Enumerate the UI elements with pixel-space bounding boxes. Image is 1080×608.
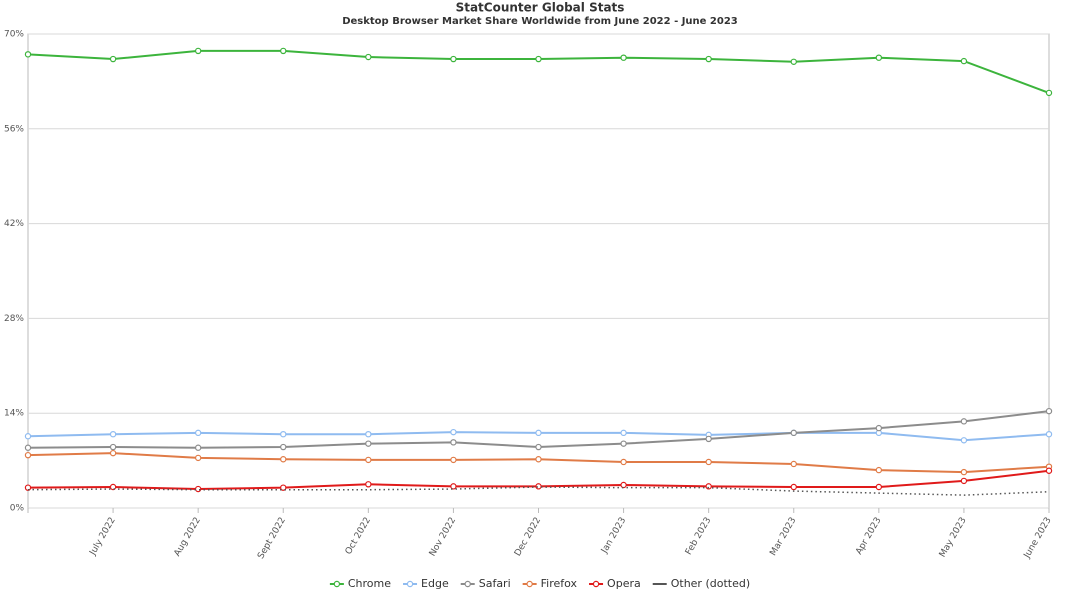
data-point — [1045, 430, 1053, 438]
data-point — [365, 53, 372, 61]
data-point — [280, 443, 287, 451]
data-point — [620, 458, 627, 466]
series-line — [27, 452, 1050, 474]
chart-title: StatCounter Global Stats — [456, 1, 625, 15]
x-tick-label: July 2022 — [88, 516, 118, 558]
data-point — [365, 430, 372, 438]
data-point — [194, 47, 202, 55]
data-point — [450, 483, 457, 490]
x-tick-label: June 2023 — [1022, 516, 1054, 561]
data-point — [109, 430, 117, 438]
x-tick-label: Aug 2022 — [173, 516, 203, 559]
data-point — [790, 460, 797, 468]
data-point — [875, 54, 883, 61]
legend-label: Firefox — [541, 577, 578, 590]
x-tick-label: Jan 2023 — [599, 516, 628, 556]
data-point — [790, 58, 797, 65]
data-point — [24, 51, 32, 58]
x-tick-label: Apr 2023 — [854, 516, 883, 557]
legend-item: Other (dotted) — [652, 577, 750, 590]
data-point — [790, 429, 797, 437]
data-point — [280, 47, 287, 55]
legend-label: Edge — [421, 577, 449, 590]
x-tick-label: Dec 2022 — [513, 516, 543, 558]
x-tick-label: May 2023 — [938, 516, 969, 559]
data-point — [960, 477, 968, 485]
y-tick-label: 42% — [4, 219, 24, 229]
y-tick-label: 28% — [4, 314, 24, 324]
data-point — [280, 430, 287, 438]
data-point — [365, 456, 372, 464]
series-line — [27, 410, 1050, 449]
data-point — [109, 55, 117, 63]
legend-item: Edge — [403, 577, 449, 590]
plot-frame — [27, 33, 1050, 509]
data-point — [705, 435, 712, 443]
legend-label: Other (dotted) — [671, 577, 750, 590]
data-point — [280, 456, 287, 463]
x-tick-label: Feb 2023 — [684, 516, 714, 557]
legend: Chrome Edge Safari Firefox Opera Other (dotte… — [329, 577, 750, 590]
data-point — [24, 444, 32, 451]
data-point — [450, 456, 457, 464]
legend-marker — [333, 580, 341, 588]
data-point — [875, 483, 883, 491]
y-tick-label: 14% — [4, 409, 24, 419]
data-point — [365, 440, 372, 447]
data-point — [875, 424, 883, 432]
data-point — [24, 433, 32, 440]
legend-marker — [406, 580, 414, 588]
data-point — [535, 429, 542, 437]
data-point — [194, 454, 202, 462]
data-point — [960, 437, 968, 444]
data-point — [790, 483, 797, 491]
y-tick-label: 70% — [4, 30, 24, 40]
x-tick-label: Sept 2022 — [256, 516, 288, 561]
legend-marker — [592, 580, 600, 588]
x-tick-label: Mar 2023 — [768, 516, 798, 558]
data-point — [194, 429, 202, 437]
data-point — [109, 449, 117, 457]
x-tick-label: Nov 2022 — [428, 516, 458, 559]
y-tick-label: 56% — [4, 124, 24, 134]
legend-item: Firefox — [522, 577, 578, 590]
legend-marker — [464, 580, 471, 588]
data-point — [960, 57, 968, 65]
legend-label: Chrome — [348, 577, 391, 590]
legend-item: Opera — [589, 577, 641, 590]
data-point — [1045, 467, 1053, 474]
chart-subtitle: Desktop Browser Market Share Worldwide f… — [342, 16, 738, 27]
series-line — [27, 486, 1050, 496]
data-point — [960, 418, 968, 425]
data-point — [194, 444, 202, 451]
data-point — [24, 451, 32, 459]
data-point — [705, 458, 712, 466]
data-point — [365, 481, 372, 488]
y-tick-label: 0% — [10, 504, 25, 514]
data-point — [535, 443, 542, 451]
data-point — [535, 456, 542, 463]
data-point — [705, 483, 712, 490]
legend-label: Safari — [479, 577, 511, 590]
data-point — [109, 443, 117, 451]
data-point — [960, 468, 968, 476]
data-point — [620, 481, 627, 489]
data-point — [620, 54, 627, 61]
data-point — [535, 55, 542, 63]
data-point — [450, 428, 457, 436]
legend-item: Safari — [460, 577, 511, 590]
legend-label: Opera — [607, 577, 641, 590]
legend-item: Chrome — [329, 577, 391, 590]
legend-marker — [526, 580, 533, 588]
data-point — [450, 439, 457, 446]
data-point — [705, 55, 712, 63]
data-point — [620, 440, 627, 447]
data-point — [620, 429, 627, 437]
data-point — [1045, 89, 1053, 97]
data-point — [1045, 407, 1053, 415]
data-point — [875, 466, 883, 474]
data-point — [450, 55, 457, 63]
x-tick-label: Oct 2022 — [344, 516, 373, 557]
